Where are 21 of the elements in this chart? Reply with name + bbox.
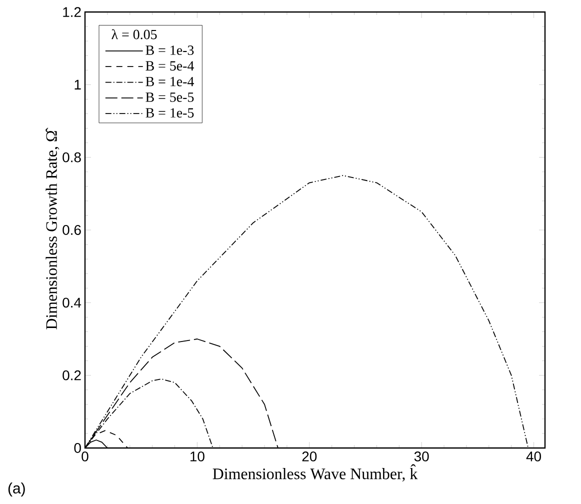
legend-label: B = 1e-5	[146, 108, 194, 118]
y-tick-label: 1.2	[63, 7, 81, 17]
x-tick-label: 20	[302, 452, 317, 462]
x-axis-title: Dimensionless Wave Number, k̂	[212, 464, 418, 482]
y-tick-label: 1	[74, 80, 81, 90]
y-tick-label: 0.2	[62, 370, 81, 380]
legend-label: B = 5e-4	[146, 61, 194, 71]
y-tick-label: 0.6	[62, 225, 81, 235]
y-tick-label: 0.8	[62, 152, 81, 162]
legend-label: B = 1e-4	[146, 76, 194, 86]
text: (a)	[8, 482, 25, 496]
x-tick-label: 40	[526, 452, 541, 462]
x-tick-label: 30	[414, 452, 429, 462]
legend-title: λ = 0.05	[112, 29, 157, 40]
legend-label: B = 5e-5	[146, 92, 194, 102]
y-tick-label: 0.4	[62, 298, 82, 308]
x-tick-label: 0	[82, 452, 88, 462]
legend-label: B = 1e-3	[146, 46, 194, 55]
x-tick-label: 10	[190, 452, 204, 462]
y-axis-title: Dimensionless Growth Rate, Ω̂	[46, 128, 60, 330]
y-tick-label: 0	[74, 443, 81, 453]
